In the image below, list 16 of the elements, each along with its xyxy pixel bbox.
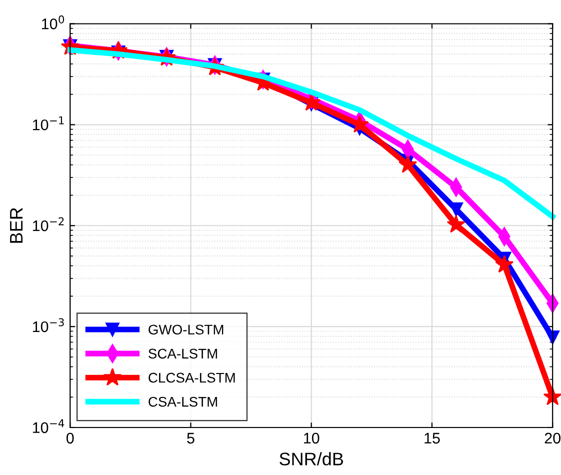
x-tick-label: 15 — [424, 432, 440, 444]
legend-label: CSA-LSTM — [148, 396, 217, 407]
x-tick-label: 10 — [304, 432, 320, 444]
legend-label: GWO-LSTM — [148, 324, 224, 335]
x-tick-label: 5 — [187, 432, 194, 444]
y-tick-label: 10$^{−2}$ — [32, 217, 64, 232]
y-tick-label: 10$^{−1}$ — [32, 116, 64, 130]
x-tick-label: 0 — [66, 432, 74, 444]
x-axis-title: SNR/dB — [280, 452, 344, 466]
legend-label: SCA-LSTM — [148, 348, 217, 359]
y-tick-label: 10$^{−4}$ — [32, 419, 64, 434]
y-tick-label: 10$^{−3}$ — [32, 318, 64, 332]
y-tick-label: 10$^{0}$ — [42, 15, 64, 30]
legend-label: CLCSA-LSTM — [148, 372, 235, 383]
y-axis-title: BER — [10, 208, 23, 243]
x-tick-label: 20 — [544, 432, 560, 444]
